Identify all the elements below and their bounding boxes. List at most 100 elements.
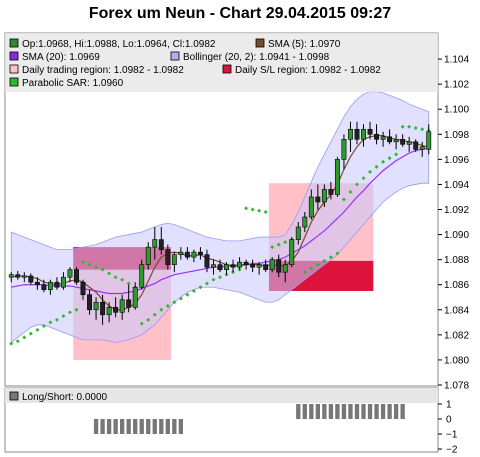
candle-body <box>113 306 119 313</box>
candle-body <box>15 274 21 278</box>
legend-sma20: SMA (20): 1.0969 <box>22 52 100 63</box>
candle-body <box>243 261 249 265</box>
candle-body <box>80 281 86 296</box>
y-tick-label: 1.096 <box>444 155 469 166</box>
candle-body <box>211 264 216 268</box>
candle-body <box>184 251 190 258</box>
y-tick-label: 1.092 <box>444 205 469 216</box>
candle-body <box>145 246 151 265</box>
candle-body <box>139 264 145 288</box>
long-short-bar <box>328 404 334 419</box>
legend-swatch-ohlc <box>9 38 19 48</box>
candle-body <box>165 249 171 265</box>
sar-point <box>244 206 249 211</box>
candle-body <box>406 141 412 145</box>
candle-body <box>237 261 243 268</box>
candle-body <box>47 281 53 291</box>
sar-point <box>413 126 418 130</box>
sar-point <box>341 197 346 202</box>
y-tick-label: 1.094 <box>444 180 469 191</box>
y-tick-label: 1.102 <box>444 80 469 91</box>
candle-body <box>230 264 236 268</box>
candle-body <box>367 128 373 135</box>
sar-point <box>107 271 112 276</box>
legend-trading-region: Daily trading region: 1.0982 - 1.0982 <box>22 65 184 76</box>
candle-body <box>328 189 334 195</box>
sar-point <box>81 260 85 265</box>
candle-body <box>413 141 419 150</box>
candle-body <box>282 264 288 273</box>
sar-point <box>165 304 170 309</box>
legend-bollinger: Bollinger (20, 2): 1.0941 - 1.0998 <box>183 52 330 63</box>
long-short-bar <box>139 419 144 434</box>
legend-swatch-sl-region <box>222 64 232 74</box>
candle-body <box>21 275 27 278</box>
sar-point <box>218 275 222 280</box>
legend-ohlc: Op:1.0968, Hi:1.0988, Lo:1.0964, Cl:1.09… <box>22 39 216 50</box>
long-short-bar <box>178 419 184 434</box>
candle-body <box>341 139 347 160</box>
candle-body <box>361 128 366 140</box>
sar-point <box>204 281 209 286</box>
candle-body <box>269 259 275 270</box>
long-short-bar <box>93 419 99 434</box>
long-short-bar <box>165 419 170 434</box>
long-short-bar <box>361 404 366 419</box>
candle-body <box>171 254 177 265</box>
legend: Op:1.0968, Hi:1.0988, Lo:1.0964, Cl:1.09… <box>5 33 438 92</box>
candle-body <box>93 301 99 311</box>
candle-body <box>400 139 406 145</box>
candle-body <box>217 264 223 270</box>
long-short-bar <box>387 404 392 419</box>
long-short-bar <box>146 419 151 434</box>
bollinger-band <box>10 91 430 344</box>
legend-sl-region: Daily S/L region: 1.0982 - 1.0982 <box>235 65 381 76</box>
long-short-bar <box>374 404 379 419</box>
sar-point <box>387 156 392 161</box>
candle-body <box>204 254 210 268</box>
sar-point <box>113 275 118 280</box>
long-short-bar <box>367 404 373 419</box>
legend-swatch-trading-region <box>9 64 19 74</box>
y-tick-label: 1.086 <box>444 280 469 291</box>
candle-body <box>354 128 360 140</box>
long-short-bar <box>400 404 405 419</box>
sub-tick-label: 1 <box>446 400 452 411</box>
candle-body <box>54 281 60 288</box>
candle-body <box>387 136 393 143</box>
candle-body <box>197 251 203 255</box>
candle-body <box>106 306 112 316</box>
y-tick-label: 1.080 <box>444 355 469 366</box>
candle-body <box>334 159 340 195</box>
long-short-bar <box>113 419 118 434</box>
sar-point <box>381 159 386 164</box>
sar-point <box>172 300 177 305</box>
candle-body <box>426 131 432 150</box>
legend-sar: Parabolic SAR: 1.0960 <box>22 78 124 89</box>
long-short-bar <box>393 404 399 419</box>
long-short-bar <box>302 404 307 419</box>
candle-body <box>295 226 301 240</box>
candle-body <box>315 196 321 203</box>
candle-body <box>87 294 92 311</box>
candle-body <box>374 133 380 140</box>
y-tick-label: 1.100 <box>444 105 469 116</box>
candle-body <box>380 136 386 140</box>
y-tick-label: 1.104 <box>444 55 469 66</box>
long-short-bar <box>341 404 347 419</box>
candle-body <box>302 216 308 228</box>
sar-point <box>41 324 46 329</box>
sar-point <box>48 320 53 325</box>
candle-body <box>256 264 262 268</box>
long-short-bar <box>159 419 164 434</box>
legend-swatch-bollinger <box>170 51 180 61</box>
candle-body <box>348 128 353 140</box>
sar-point <box>250 207 255 212</box>
sar-point <box>361 176 366 181</box>
candle-body <box>60 276 66 288</box>
long-short-bar <box>296 404 301 419</box>
long-short-bar <box>309 404 314 419</box>
candle-body <box>132 286 138 308</box>
sar-point <box>309 266 314 271</box>
